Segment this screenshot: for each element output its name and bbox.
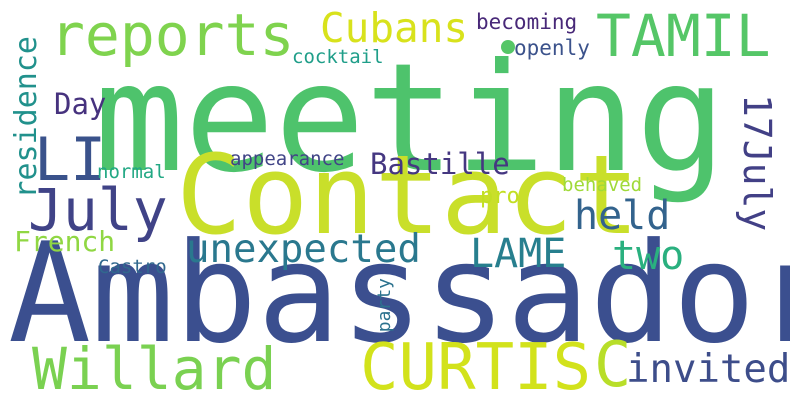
word-french: French bbox=[14, 225, 116, 258]
openly-dot bbox=[501, 40, 515, 54]
word-tamil: TAMIL bbox=[596, 2, 771, 70]
word-contact: Contact bbox=[176, 131, 640, 259]
word-two: two bbox=[612, 233, 685, 279]
word-curtis: CURTIS bbox=[360, 331, 592, 405]
word-held: held bbox=[574, 193, 671, 239]
word-party: party bbox=[374, 278, 395, 333]
word-lame: LAME bbox=[470, 231, 567, 277]
word-invited: invited bbox=[626, 347, 790, 392]
word-appearance: appearance bbox=[230, 148, 345, 170]
word-unexpected: unexpected bbox=[186, 227, 421, 272]
word-day: Day bbox=[54, 87, 107, 121]
word-july: July bbox=[28, 176, 168, 244]
word-residence: residence bbox=[9, 36, 44, 199]
word-ambassador: Ambassador bbox=[8, 213, 790, 374]
word-willard: Willard bbox=[32, 335, 277, 403]
word-li: LI bbox=[34, 125, 107, 195]
word-bastille: Bastille bbox=[370, 147, 510, 181]
word-behaved: behaved bbox=[562, 174, 643, 196]
word-castro: Castro bbox=[98, 256, 167, 278]
word-becoming: becoming bbox=[476, 10, 578, 34]
word-c: C bbox=[594, 328, 632, 401]
word-meeting: meeting bbox=[94, 32, 727, 206]
word-17july: 17July bbox=[735, 94, 779, 232]
word-openly: openly bbox=[514, 36, 590, 60]
word-cocktail: cocktail bbox=[292, 46, 384, 68]
word-cubans: Cubans bbox=[320, 4, 469, 52]
word-normal: normal bbox=[97, 161, 166, 183]
word-reports: reports bbox=[50, 1, 295, 69]
word-pro: pro bbox=[480, 184, 520, 209]
